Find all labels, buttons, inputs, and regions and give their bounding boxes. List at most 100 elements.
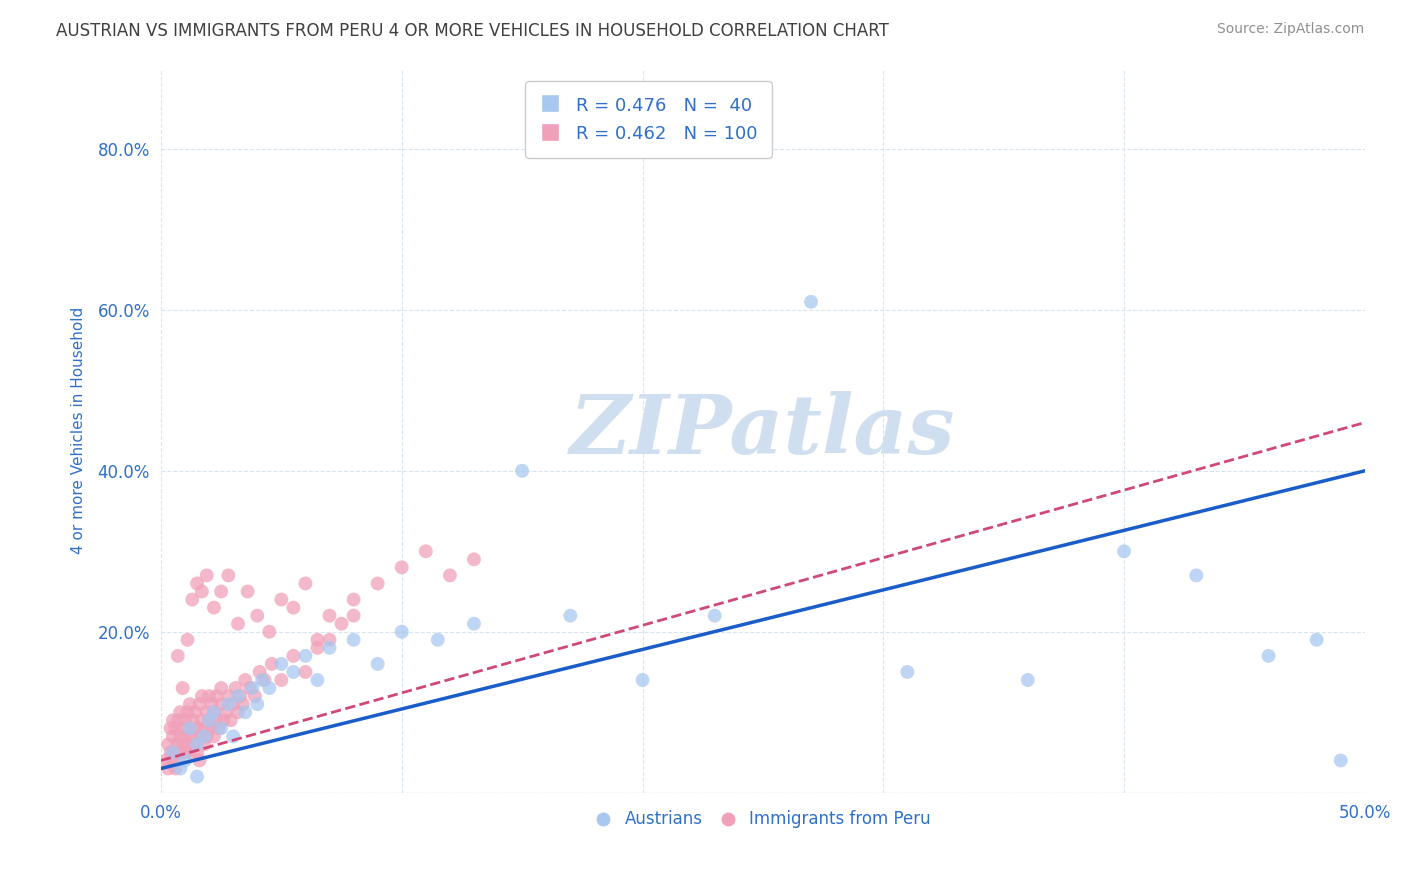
Point: [283, 648, 305, 663]
Point: [193, 721, 215, 735]
Point: [179, 721, 201, 735]
Point: [1017, 673, 1039, 687]
Point: [249, 665, 271, 679]
Point: [246, 697, 269, 711]
Point: [193, 729, 215, 743]
Point: [166, 738, 188, 752]
Point: [215, 705, 238, 719]
Point: [157, 738, 180, 752]
Point: [209, 584, 232, 599]
Point: [439, 568, 461, 582]
Point: [179, 746, 201, 760]
Point: [183, 705, 205, 719]
Point: [195, 729, 218, 743]
Point: [307, 673, 329, 687]
Point: [174, 713, 197, 727]
Point: [172, 738, 194, 752]
Point: [294, 648, 316, 663]
Point: [318, 608, 340, 623]
Legend: Austrians, Immigrants from Peru: Austrians, Immigrants from Peru: [588, 804, 938, 835]
Point: [219, 713, 242, 727]
Point: [200, 721, 222, 735]
Point: [560, 608, 582, 623]
Point: [233, 705, 256, 719]
Point: [202, 705, 225, 719]
Point: [217, 697, 239, 711]
Point: [166, 713, 188, 727]
Point: [426, 632, 449, 647]
Point: [159, 721, 181, 735]
Point: [342, 608, 364, 623]
Point: [270, 592, 292, 607]
Point: [181, 713, 204, 727]
Point: [222, 697, 245, 711]
Point: [205, 689, 228, 703]
Point: [217, 568, 239, 582]
Point: [391, 624, 413, 639]
Point: [510, 464, 533, 478]
Point: [159, 746, 181, 760]
Point: [307, 640, 329, 655]
Point: [631, 673, 654, 687]
Point: [270, 673, 292, 687]
Point: [174, 746, 197, 760]
Point: [183, 738, 205, 752]
Point: [166, 754, 188, 768]
Point: [176, 738, 198, 752]
Point: [165, 721, 187, 735]
Point: [270, 657, 292, 671]
Point: [212, 713, 235, 727]
Point: [239, 681, 262, 695]
Point: [226, 705, 249, 719]
Point: [1112, 544, 1135, 558]
Point: [294, 576, 316, 591]
Point: [157, 762, 180, 776]
Point: [186, 721, 208, 735]
Point: [1257, 648, 1279, 663]
Point: [222, 729, 245, 743]
Point: [202, 729, 225, 743]
Point: [217, 689, 239, 703]
Point: [226, 689, 249, 703]
Point: [191, 689, 214, 703]
Point: [318, 632, 340, 647]
Point: [186, 576, 208, 591]
Point: [318, 640, 340, 655]
Point: [205, 713, 228, 727]
Point: [242, 681, 264, 695]
Point: [202, 600, 225, 615]
Point: [162, 713, 184, 727]
Point: [186, 770, 208, 784]
Point: [172, 721, 194, 735]
Point: [195, 568, 218, 582]
Point: [179, 721, 201, 735]
Point: [165, 762, 187, 776]
Point: [367, 576, 389, 591]
Point: [1185, 568, 1208, 582]
Point: [181, 592, 204, 607]
Point: [209, 681, 232, 695]
Point: [181, 729, 204, 743]
Point: [174, 754, 197, 768]
Point: [155, 754, 177, 768]
Point: [198, 689, 221, 703]
Point: [188, 697, 211, 711]
Point: [176, 705, 198, 719]
Point: [209, 721, 232, 735]
Text: ZIPatlas: ZIPatlas: [571, 391, 956, 471]
Point: [169, 762, 191, 776]
Point: [367, 657, 389, 671]
Point: [250, 673, 273, 687]
Point: [415, 544, 437, 558]
Point: [259, 624, 281, 639]
Point: [232, 697, 254, 711]
Point: [260, 657, 283, 671]
Point: [1330, 754, 1353, 768]
Point: [243, 689, 266, 703]
Text: Source: ZipAtlas.com: Source: ZipAtlas.com: [1216, 22, 1364, 37]
Point: [342, 632, 364, 647]
Point: [226, 616, 249, 631]
Point: [259, 681, 281, 695]
Point: [342, 592, 364, 607]
Point: [229, 689, 252, 703]
